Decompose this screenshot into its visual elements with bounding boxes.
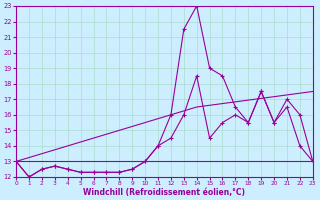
X-axis label: Windchill (Refroidissement éolien,°C): Windchill (Refroidissement éolien,°C) (84, 188, 245, 197)
